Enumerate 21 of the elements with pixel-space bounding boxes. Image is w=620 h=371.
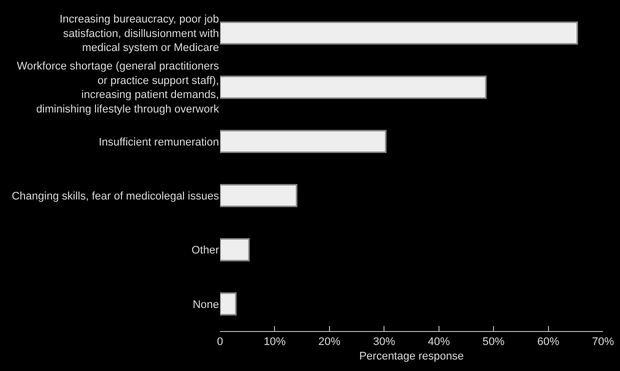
x-tick-label: 30% bbox=[373, 336, 396, 348]
x-tick-label: 60% bbox=[537, 336, 560, 348]
x-tick-label: 20% bbox=[318, 336, 341, 348]
bar bbox=[220, 130, 387, 153]
x-tick-label: 70% bbox=[592, 336, 614, 348]
y-tick-label: Other bbox=[191, 244, 220, 257]
y-tick-label: Increasing bureaucracy, poor job satisfaction, disillusionment with medical system or Medicare bbox=[60, 14, 219, 54]
y-tick-label: None bbox=[192, 298, 219, 311]
bar bbox=[220, 184, 298, 208]
x-axis-title: Percentage response bbox=[359, 350, 464, 362]
bar bbox=[220, 22, 578, 45]
bar bbox=[220, 238, 250, 262]
x-tick-label: 10% bbox=[264, 336, 286, 348]
x-tick-label: 0 bbox=[216, 336, 224, 348]
y-tick-label: Insufficient remuneration bbox=[98, 136, 219, 148]
x-tick-label: 40% bbox=[428, 336, 450, 348]
x-tick-label: 50% bbox=[482, 336, 505, 348]
bar bbox=[220, 76, 487, 99]
y-tick-label: Workforce shortage (general practitioners or practice support staff), increasing patient demands, diminishing lifestyle through overwork bbox=[16, 60, 220, 116]
bar bbox=[220, 292, 237, 316]
y-tick-label: Changing skills, fear of medicolegal issues bbox=[12, 190, 220, 202]
